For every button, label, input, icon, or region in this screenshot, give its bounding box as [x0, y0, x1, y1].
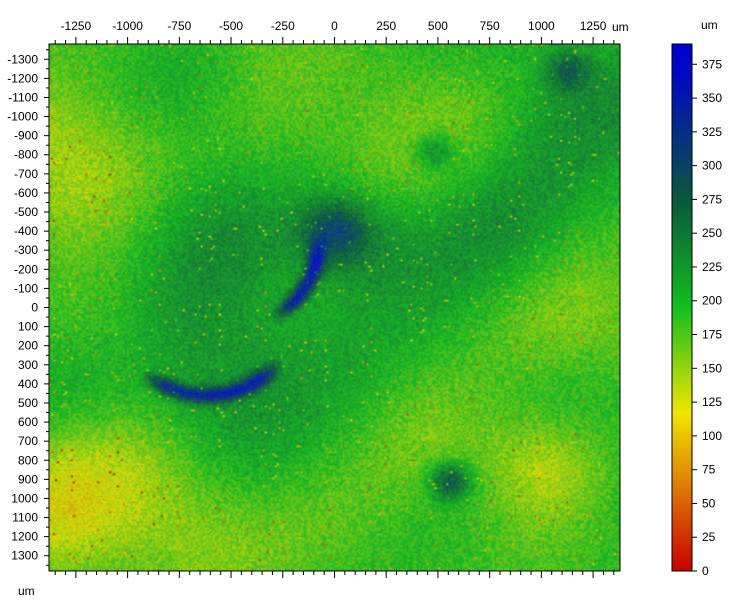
- y-tick-label: -1100: [8, 90, 38, 104]
- colorbar-tick-label: 125: [702, 395, 722, 409]
- colorbar-tick-label: 50: [702, 496, 716, 510]
- x-tick-label: 1250: [580, 19, 607, 33]
- y-axis-left: -1300-1200-1100-1000-900-800-700-600-500…: [7, 49, 49, 566]
- colorbar-gradient: [671, 43, 693, 572]
- x-tick-label: 1000: [528, 19, 555, 33]
- colorbar-tick-label: 25: [702, 530, 716, 544]
- x-tick-label: -500: [219, 19, 243, 33]
- x-tick-label: -250: [271, 19, 295, 33]
- y-tick-label: -300: [14, 243, 38, 257]
- y-tick-label: -1200: [7, 71, 38, 85]
- y-tick-label: 1100: [12, 511, 38, 525]
- colorbar-tick-label: 275: [702, 192, 722, 206]
- y-tick-label: -1000: [7, 110, 38, 124]
- x-axis-top: -1250 -1000 -750 -500 -250 0 250 500 750 1000 1250: [54, 19, 615, 44]
- y-tick-label: 900: [18, 472, 38, 486]
- colorbar-tick-label: 375: [702, 57, 722, 71]
- height-map-texture-overlay: [49, 44, 620, 571]
- x-tick-label: 0: [331, 19, 338, 33]
- y-tick-label: 1000: [11, 491, 38, 505]
- colorbar-tick-label: 175: [702, 328, 722, 342]
- colorbar-tick-label: 150: [702, 361, 722, 375]
- x-tick-label: 250: [376, 19, 396, 33]
- y-tick-label: 800: [18, 453, 38, 467]
- colorbar-axis: 0 25 50 75 100 125 150 175 200 225 250 275 300 325 350…: [692, 57, 722, 578]
- y-tick-label: 700: [18, 434, 38, 448]
- y-tick-label: 400: [18, 377, 38, 391]
- height-map-plot-area: [48, 43, 621, 572]
- colorbar-unit-label: um: [701, 18, 718, 32]
- y-tick-label: -200: [14, 262, 38, 276]
- colorbar-tick-label: 75: [702, 463, 716, 477]
- colorbar-tick-label: 100: [702, 429, 722, 443]
- y-tick-label: -800: [14, 148, 38, 162]
- y-tick-label: -1300: [7, 52, 38, 66]
- y-tick-label: 0: [31, 301, 38, 315]
- x-axis-unit-label: um: [612, 20, 629, 34]
- y-tick-label: -100: [14, 281, 38, 295]
- x-tick-label: -1250: [61, 19, 92, 33]
- y-tick-label: 1200: [11, 530, 38, 544]
- y-tick-label: -500: [14, 205, 38, 219]
- y-tick-label: 300: [18, 358, 38, 372]
- y-tick-label: -400: [14, 224, 38, 238]
- colorbar: um 0 25 50 75 100 125 150 175 200 225 250 275 300 325…: [671, 18, 722, 578]
- colorbar-tick-label: 250: [702, 226, 722, 240]
- y-tick-label: -600: [14, 186, 38, 200]
- x-tick-label: -1000: [112, 19, 143, 33]
- y-axis-unit-label: um: [18, 584, 35, 598]
- x-axis-bottom: [54, 571, 615, 578]
- colorbar-tick-label: 325: [702, 125, 722, 139]
- y-tick-label: 1300: [11, 549, 38, 563]
- colorbar-tick-label: 350: [702, 91, 722, 105]
- y-tick-label: 200: [18, 339, 38, 353]
- colorbar-tick-label: 225: [702, 260, 722, 274]
- colorbar-tick-label: 300: [702, 159, 722, 173]
- colorbar-tick-label: 0: [702, 564, 709, 578]
- x-tick-label: -750: [167, 19, 191, 33]
- colorbar-tick-label: 200: [702, 294, 722, 308]
- y-tick-label: 100: [18, 320, 38, 334]
- y-tick-label: -700: [14, 167, 38, 181]
- y-tick-label: 500: [18, 396, 38, 410]
- y-tick-label: -900: [14, 129, 38, 143]
- y-tick-label: 600: [18, 415, 38, 429]
- x-tick-label: 750: [480, 19, 500, 33]
- x-tick-label: 500: [428, 19, 448, 33]
